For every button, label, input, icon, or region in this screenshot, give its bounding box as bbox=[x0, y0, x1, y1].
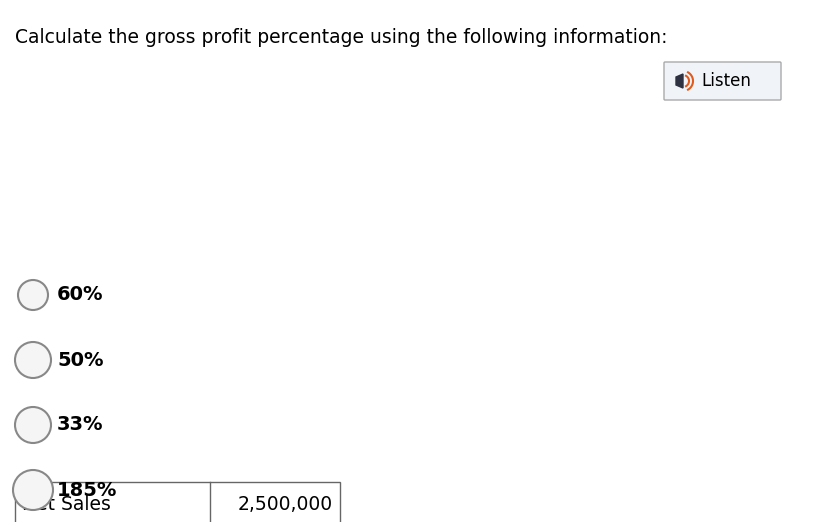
FancyBboxPatch shape bbox=[664, 62, 781, 100]
Text: Listen: Listen bbox=[701, 72, 751, 90]
Text: 2,500,000: 2,500,000 bbox=[238, 495, 333, 514]
Circle shape bbox=[18, 280, 48, 310]
Circle shape bbox=[13, 470, 53, 510]
Text: 60%: 60% bbox=[57, 286, 104, 304]
Text: Calculate the gross profit percentage using the following information:: Calculate the gross profit percentage us… bbox=[15, 28, 667, 47]
Circle shape bbox=[15, 407, 51, 443]
Polygon shape bbox=[676, 74, 683, 88]
Text: Net Sales: Net Sales bbox=[22, 495, 111, 514]
Text: 185%: 185% bbox=[57, 480, 118, 500]
Text: 33%: 33% bbox=[57, 416, 104, 434]
Circle shape bbox=[15, 342, 51, 378]
Bar bbox=[15, 482, 340, 522]
Text: 50%: 50% bbox=[57, 350, 104, 370]
